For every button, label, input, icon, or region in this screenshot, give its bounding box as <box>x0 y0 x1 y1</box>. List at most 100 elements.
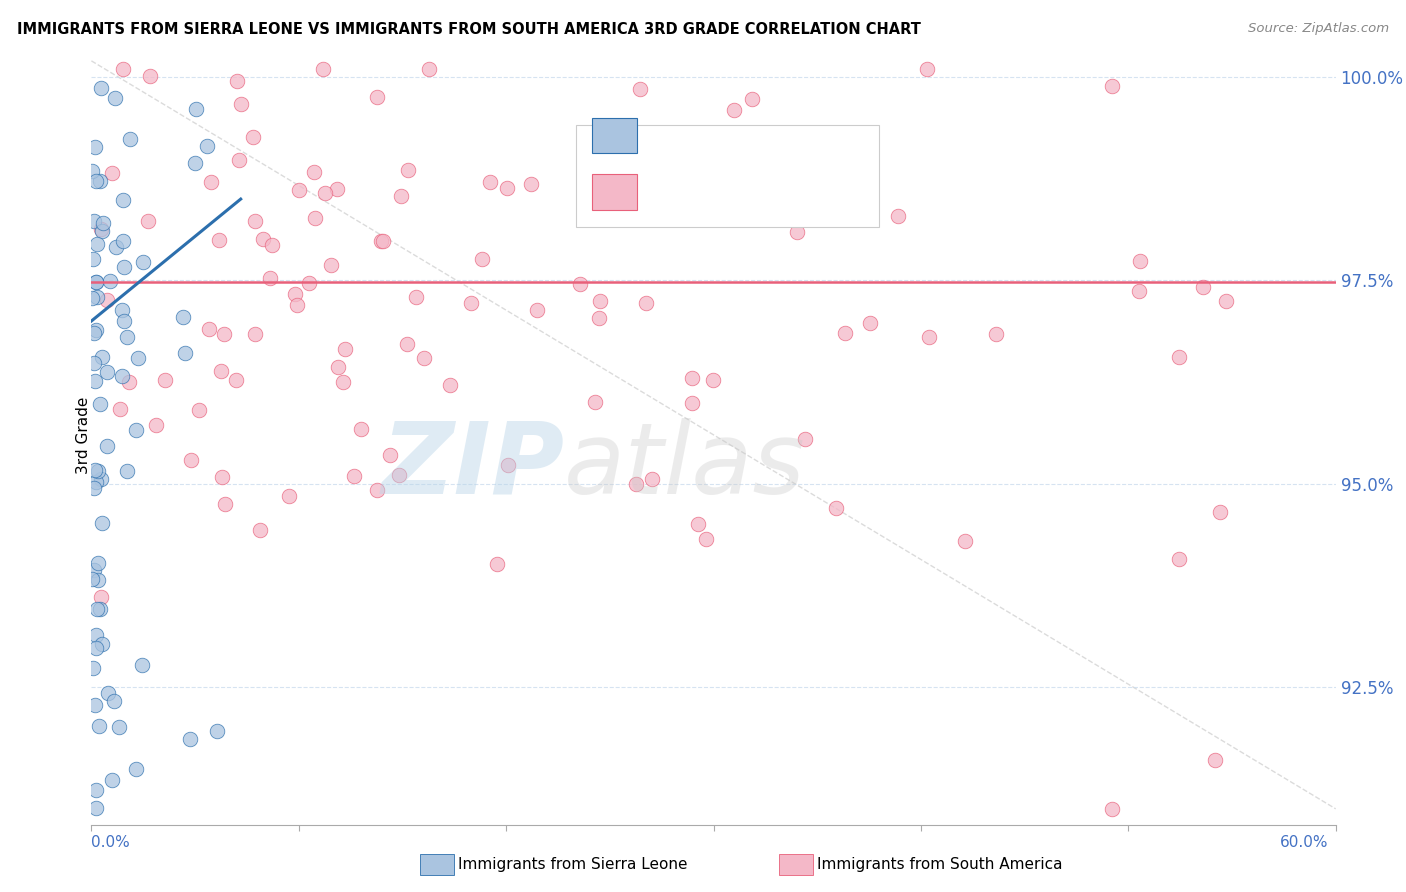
Point <box>89 174 111 188</box>
Point <box>915 62 938 76</box>
Point <box>413 351 436 365</box>
Point <box>83 326 105 340</box>
Point <box>1101 78 1123 93</box>
Text: 107: 107 <box>783 183 821 201</box>
Point <box>284 286 307 301</box>
Point <box>98 274 121 288</box>
Point <box>112 62 135 76</box>
Point <box>278 490 301 504</box>
Point <box>84 275 107 289</box>
Text: R =: R = <box>643 183 682 201</box>
Point <box>288 183 311 197</box>
Point <box>624 477 647 491</box>
Text: IMMIGRANTS FROM SIERRA LEONE VS IMMIGRANTS FROM SOUTH AMERICA 3RD GRADE CORRELAT: IMMIGRANTS FROM SIERRA LEONE VS IMMIGRAN… <box>17 22 921 37</box>
Point <box>859 317 882 331</box>
Point <box>138 69 160 83</box>
Point <box>195 138 218 153</box>
Point <box>396 163 419 178</box>
Point <box>343 469 366 483</box>
Point <box>115 330 138 344</box>
Point <box>692 198 714 212</box>
Point <box>127 351 149 366</box>
Point <box>108 720 131 734</box>
Point <box>496 458 519 472</box>
Point <box>101 166 124 180</box>
Point <box>1101 802 1123 816</box>
Point <box>89 602 111 616</box>
Point <box>214 497 236 511</box>
Point <box>136 213 159 227</box>
Text: 0.210: 0.210 <box>682 127 738 145</box>
Point <box>225 373 247 387</box>
Point <box>180 452 202 467</box>
Point <box>80 291 103 305</box>
Point <box>388 468 411 483</box>
Point <box>84 698 107 712</box>
Point <box>84 475 107 490</box>
Point <box>325 182 347 196</box>
Point <box>825 501 848 516</box>
Point <box>252 232 274 246</box>
Point <box>335 343 357 357</box>
Point <box>574 135 596 149</box>
Point <box>84 174 107 188</box>
Point <box>298 276 321 290</box>
Point <box>243 326 266 341</box>
Point <box>111 303 134 318</box>
Point <box>918 330 941 344</box>
Point <box>1204 753 1226 767</box>
Point <box>118 131 141 145</box>
Point <box>681 371 703 385</box>
Point <box>471 252 494 266</box>
Point <box>90 80 112 95</box>
Point <box>174 346 197 360</box>
Point <box>103 694 125 708</box>
Point <box>184 156 207 170</box>
Point <box>799 173 821 187</box>
Text: 70: 70 <box>783 127 808 145</box>
Point <box>115 464 138 478</box>
Point <box>302 165 325 179</box>
Point <box>519 178 541 192</box>
Point <box>834 326 856 340</box>
Point <box>86 237 108 252</box>
Point <box>211 469 233 483</box>
Point <box>1128 284 1150 298</box>
Point <box>588 311 610 326</box>
Point <box>786 225 808 239</box>
Point <box>82 572 104 586</box>
Text: Immigrants from South America: Immigrants from South America <box>817 857 1063 871</box>
Point <box>179 731 201 746</box>
Point <box>104 240 127 254</box>
Point <box>332 375 354 389</box>
Point <box>91 516 114 531</box>
Point <box>370 234 392 248</box>
Point <box>96 293 118 307</box>
Point <box>184 102 207 116</box>
Point <box>681 396 703 410</box>
Point <box>104 91 127 105</box>
Point <box>405 290 427 304</box>
Point <box>783 155 806 169</box>
Point <box>82 661 104 675</box>
Point <box>91 224 114 238</box>
Text: 0.007: 0.007 <box>682 183 738 201</box>
Text: N =: N = <box>744 183 783 201</box>
Point <box>84 628 107 642</box>
Text: atlas: atlas <box>564 417 806 515</box>
Point <box>589 293 612 308</box>
Point <box>1215 294 1237 309</box>
Point <box>83 213 105 227</box>
Point <box>312 62 335 76</box>
Point <box>478 175 501 189</box>
Point <box>208 233 231 247</box>
Point <box>1192 280 1215 294</box>
Point <box>526 303 548 318</box>
Point <box>118 375 141 389</box>
Point <box>242 130 264 145</box>
Point <box>583 394 606 409</box>
Point <box>101 773 124 788</box>
Point <box>245 214 267 228</box>
Point <box>112 260 135 274</box>
Point <box>84 323 107 337</box>
